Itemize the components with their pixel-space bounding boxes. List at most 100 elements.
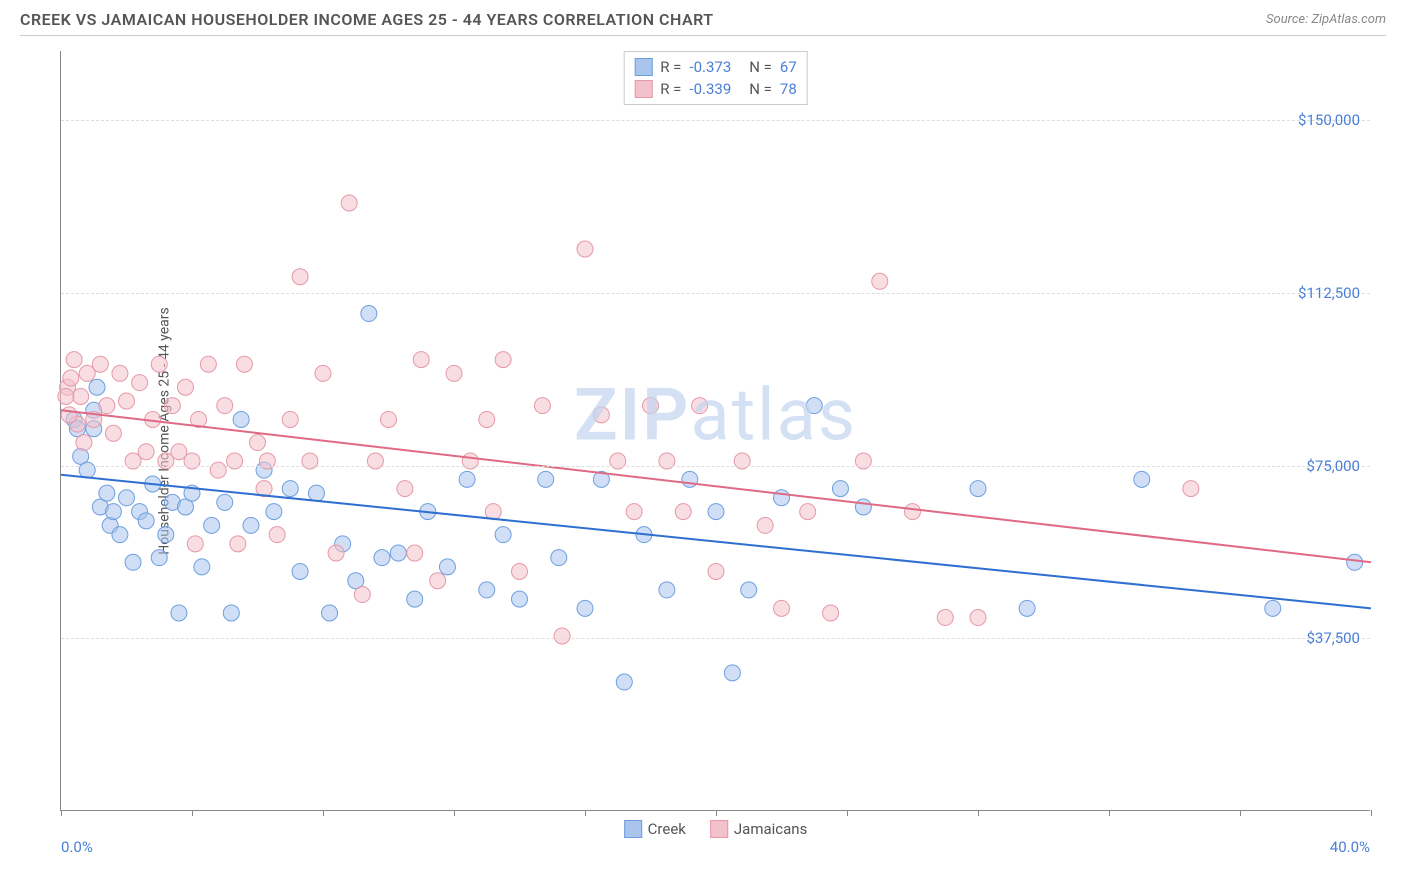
scatter-point — [217, 494, 233, 510]
scatter-point — [164, 398, 180, 414]
scatter-point — [223, 605, 239, 621]
scatter-point — [194, 559, 210, 575]
x-tick — [61, 810, 62, 816]
scatter-point — [610, 453, 626, 469]
series-legend: Creek Jamaicans — [624, 820, 808, 838]
corr-r-label: R = — [660, 58, 681, 76]
scatter-point — [1183, 481, 1199, 497]
scatter-point — [105, 425, 121, 441]
scatter-point — [682, 471, 698, 487]
legend-swatch — [624, 820, 642, 838]
trend-line — [61, 475, 1371, 609]
gridline-h — [61, 120, 1370, 121]
scatter-point — [151, 356, 167, 372]
scatter-point — [616, 674, 632, 690]
scatter-point — [1265, 600, 1281, 616]
chart-header: CREEK VS JAMAICAN HOUSEHOLDER INCOME AGE… — [0, 0, 1406, 35]
scatter-point — [937, 610, 953, 626]
legend-swatch — [710, 820, 728, 838]
scatter-point — [577, 241, 593, 257]
correlation-row: R =-0.339N =78 — [634, 78, 797, 100]
scatter-point — [367, 453, 383, 469]
scatter-point — [217, 398, 233, 414]
x-tick — [1371, 810, 1372, 816]
scatter-point — [554, 628, 570, 644]
x-tick — [1240, 810, 1241, 816]
x-tick — [454, 810, 455, 816]
scatter-point — [659, 582, 675, 598]
scatter-point — [479, 411, 495, 427]
legend-swatch — [634, 58, 652, 76]
scatter-point — [774, 600, 790, 616]
scatter-point — [577, 600, 593, 616]
plot-area: Householder Income Ages 25 - 44 years ZI… — [60, 51, 1370, 811]
scatter-point — [138, 444, 154, 460]
legend-item: Jamaicans — [710, 820, 807, 838]
scatter-point — [708, 504, 724, 520]
corr-n-value: 67 — [780, 58, 797, 76]
scatter-point — [361, 306, 377, 322]
scatter-point — [200, 356, 216, 372]
scatter-point — [184, 453, 200, 469]
scatter-point — [322, 605, 338, 621]
corr-n-label: N = — [749, 58, 772, 76]
scatter-point — [112, 365, 128, 381]
scatter-point — [407, 545, 423, 561]
source-value: ZipAtlas.com — [1311, 12, 1386, 27]
scatter-point — [413, 352, 429, 368]
scatter-point — [970, 610, 986, 626]
scatter-point — [512, 591, 528, 607]
scatter-point — [905, 504, 921, 520]
corr-r-value: -0.339 — [689, 80, 731, 98]
scatter-point — [236, 356, 252, 372]
scatter-point — [315, 365, 331, 381]
x-tick — [192, 810, 193, 816]
scatter-point — [99, 398, 115, 414]
scatter-point — [292, 563, 308, 579]
scatter-point — [354, 587, 370, 603]
scatter-point — [741, 582, 757, 598]
scatter-point — [495, 527, 511, 543]
scatter-point — [734, 453, 750, 469]
scatter-point — [73, 388, 89, 404]
scatter-point — [269, 527, 285, 543]
scatter-point — [1347, 554, 1363, 570]
scatter-point — [407, 591, 423, 607]
scatter-point — [430, 573, 446, 589]
scatter-point — [99, 485, 115, 501]
scatter-point — [538, 471, 554, 487]
gridline-h — [61, 293, 1370, 294]
x-axis-min-label: 0.0% — [61, 838, 93, 856]
scatter-point — [1134, 471, 1150, 487]
legend-item: Creek — [624, 820, 686, 838]
x-tick — [847, 810, 848, 816]
correlation-legend: R =-0.373N =67R =-0.339N =78 — [623, 51, 808, 105]
scatter-point — [119, 393, 135, 409]
scatter-point — [58, 388, 74, 404]
chart-container: Householder Income Ages 25 - 44 years ZI… — [20, 35, 1386, 855]
corr-n-value: 78 — [780, 80, 797, 98]
scatter-point — [204, 517, 220, 533]
scatter-point — [800, 504, 816, 520]
scatter-point — [233, 411, 249, 427]
scatter-point — [105, 504, 121, 520]
scatter-point — [551, 550, 567, 566]
scatter-point — [328, 545, 344, 561]
scatter-point — [243, 517, 259, 533]
scatter-point — [692, 398, 708, 414]
scatter-point — [593, 407, 609, 423]
corr-r-value: -0.373 — [689, 58, 731, 76]
scatter-point — [757, 517, 773, 533]
y-tick-label: $150,000 — [1298, 111, 1360, 129]
scatter-point — [259, 453, 275, 469]
scatter-point — [823, 605, 839, 621]
scatter-point — [138, 513, 154, 529]
scatter-point — [112, 527, 128, 543]
correlation-row: R = -0.373 N = 67 — [634, 56, 797, 78]
chart-source: Source: ZipAtlas.com — [1266, 12, 1386, 27]
scatter-point — [89, 379, 105, 395]
scatter-point — [459, 471, 475, 487]
corr-r-label: R = — [660, 80, 681, 98]
scatter-point — [643, 398, 659, 414]
gridline-h — [61, 466, 1370, 467]
